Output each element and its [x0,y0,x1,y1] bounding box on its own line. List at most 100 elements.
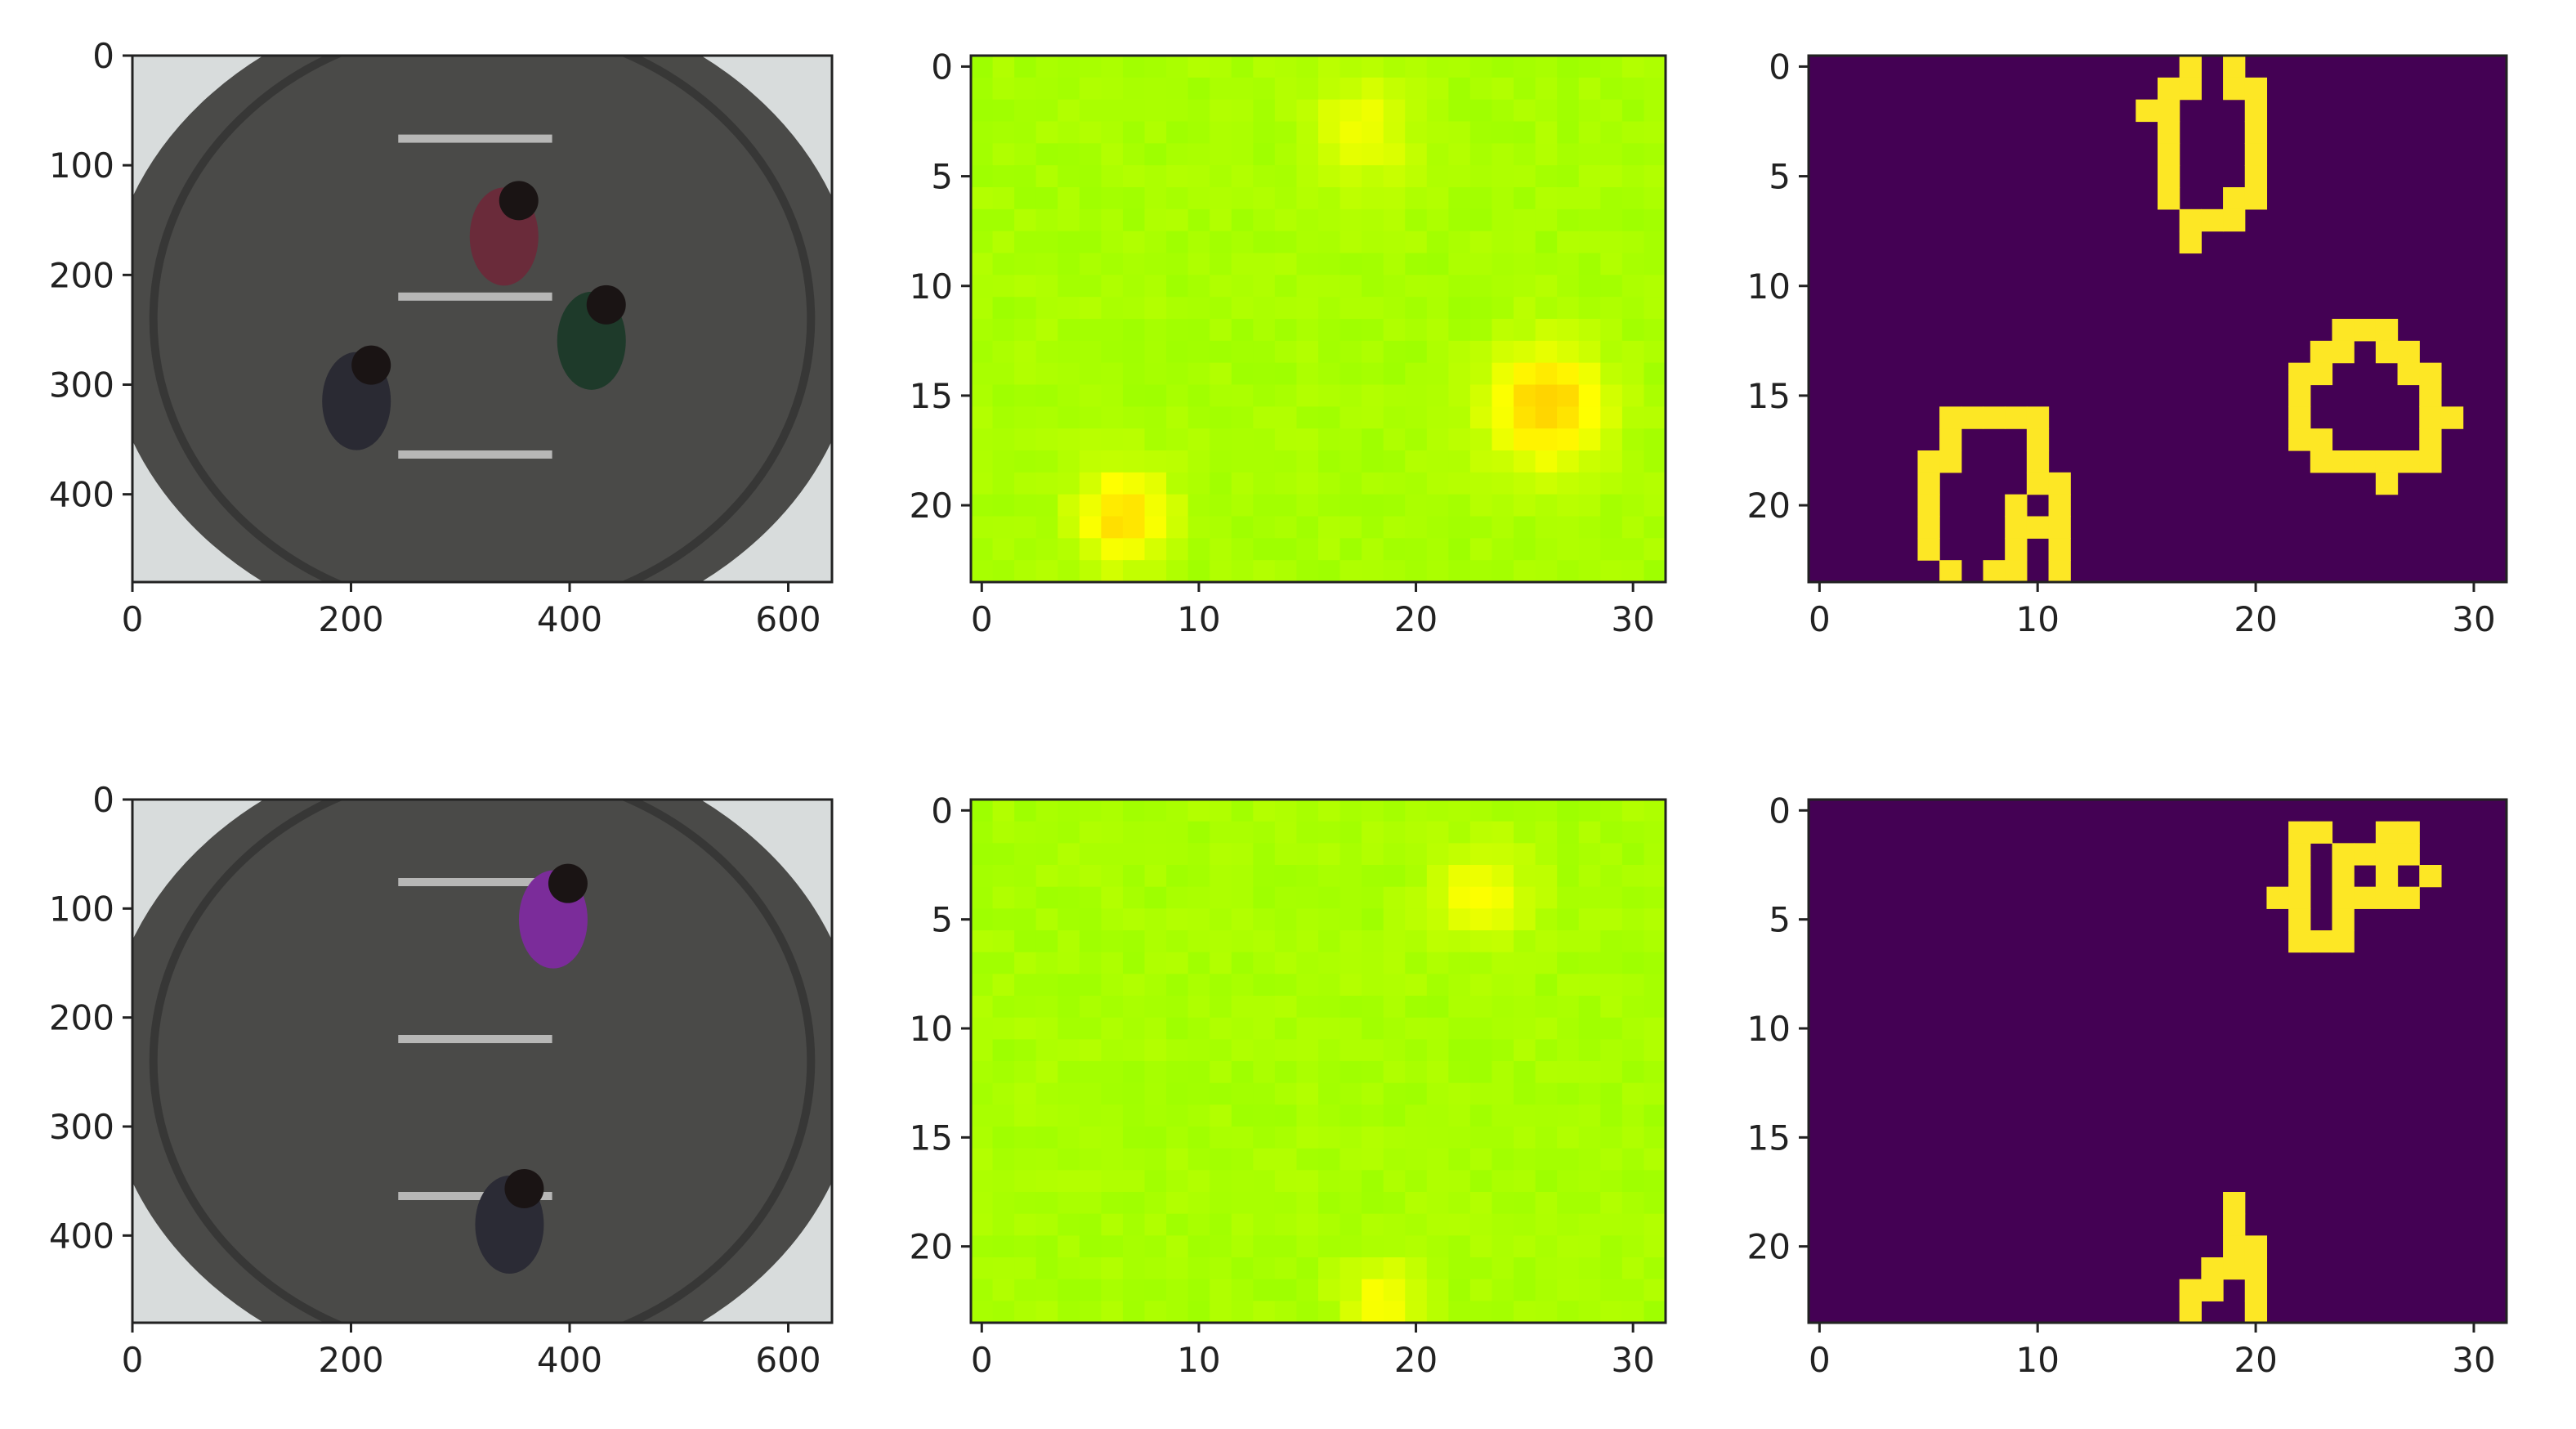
heat-cell [1058,231,1080,254]
heat-cell [1166,208,1189,232]
heat-cell [1035,384,1058,407]
heat-cell [1448,143,1471,166]
heat-cell [1318,1082,1341,1105]
heat-cell [1621,275,1645,298]
heat-cell [1491,231,1514,254]
heat-cell [1644,275,1666,298]
heat-cell [1362,362,1384,386]
heat-cell [1469,297,1493,320]
x-tick-label: 0 [971,1340,993,1380]
heat-cell [1621,800,1645,822]
mask-cell [2440,406,2464,429]
heat-cell [1122,930,1146,953]
heat-cell [992,297,1015,320]
heat-cell [1448,56,1471,78]
heat-cell [1578,1213,1601,1236]
heat-cell [1448,121,1471,144]
heat-cell [1644,516,1666,539]
person-head [504,1169,544,1208]
heat-cell [992,952,1015,974]
heat-cell [971,1127,994,1149]
heat-cell [1166,450,1189,473]
heat-cell [971,1170,994,1193]
heat-cell [1231,494,1254,517]
heat-cell [1274,908,1298,931]
heat-cell [1079,297,1102,320]
heat-cell [1101,952,1124,974]
heat-cell [1600,908,1623,931]
heat-cell [1644,494,1666,517]
heat-cell [1035,974,1058,997]
heat-cell [1079,1061,1102,1084]
heat-cell [1405,843,1428,866]
heat-cell [1231,406,1254,429]
heat-cell [1231,800,1254,822]
heat-cell [1426,428,1449,451]
heat-cell [1339,297,1362,320]
heat-cell [1122,1017,1146,1040]
heat-cell [1144,208,1167,232]
heat-cell [1318,428,1341,451]
heat-cell [1491,121,1514,144]
heat-cell [1578,1061,1601,1084]
mask-cell [2201,1257,2224,1280]
heat-cell [1014,99,1037,123]
heat-cell [1122,494,1146,517]
heat-cell [1187,77,1210,101]
heat-cell [1491,1170,1514,1193]
heat-cell [1600,1301,1623,1323]
heat-cell [1144,1235,1167,1258]
heat-cell [971,1192,994,1215]
heat-cell [1383,231,1406,254]
heat-cell [1058,930,1080,953]
heat-cell [1621,384,1645,407]
heat-cell [1166,297,1189,320]
heat-cell [1514,384,1536,407]
heat-cell [1426,275,1449,298]
heat-cell [1557,800,1580,822]
heat-cell [1166,494,1189,517]
heat-cell [971,472,994,495]
heat-cell [1231,1257,1254,1280]
heat-cell [1296,886,1319,909]
heat-cell [1362,908,1384,931]
heat-cell [1448,231,1471,254]
heat-cell [1405,362,1428,386]
mask-cell [2397,450,2420,473]
heat-cell [1362,77,1384,101]
heat-cell [1144,450,1167,473]
heat-cell [1426,472,1449,495]
heat-cell [1383,996,1406,1019]
heat-cell [1535,886,1558,909]
heat-cell [1231,143,1254,166]
heat-cell [1362,821,1384,844]
heat-cell [1101,1213,1124,1236]
mask-cell [2310,362,2333,386]
heat-cell [1362,538,1384,561]
heat-cell [1362,231,1384,254]
heat-cell [1557,560,1580,582]
mask-cell [2158,165,2180,188]
heat-cell [992,428,1015,451]
heat-cell [1557,253,1580,275]
heat-cell [992,362,1015,386]
heat-cell [1383,1257,1406,1280]
heat-cell [1122,996,1146,1019]
heat-cell [1514,1192,1536,1215]
heat-cell [1405,450,1428,473]
heat-cell [1166,952,1189,974]
heat-cell [1383,516,1406,539]
heat-cell [1600,1279,1623,1301]
heat-cell [1383,1017,1406,1040]
mask-cell [2375,865,2399,888]
heat-cell [1101,1082,1124,1105]
mask-cell [2244,121,2268,144]
heat-cell [1210,231,1232,254]
heat-cell [1448,800,1471,822]
heat-cell [1187,384,1210,407]
heat-cell [1514,516,1536,539]
heat-cell [1318,930,1341,953]
heat-cell [1187,908,1210,931]
heat-cell [1491,516,1514,539]
